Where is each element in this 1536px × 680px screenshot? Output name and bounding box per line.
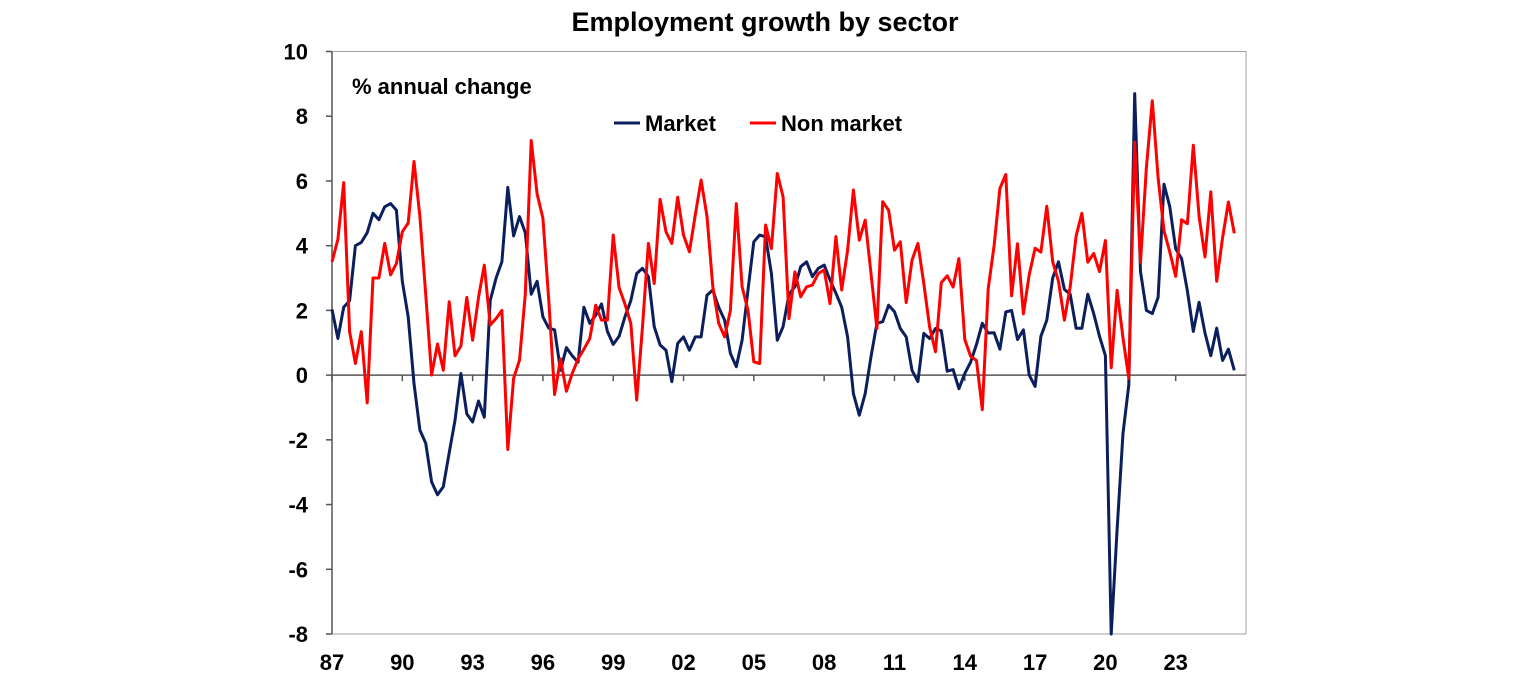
x-tick-label: 90 — [390, 650, 414, 675]
legend: Market Non market — [614, 111, 903, 136]
x-tick-label: 96 — [531, 650, 555, 675]
x-tick-label: 02 — [671, 650, 695, 675]
x-tick-label: 23 — [1163, 650, 1187, 675]
y-tick-label: 8 — [296, 104, 308, 129]
x-tick-label: 20 — [1093, 650, 1117, 675]
legend-label-market: Market — [645, 111, 717, 136]
y-tick-label: 10 — [284, 40, 308, 65]
x-axis: 87 90 93 96 99 02 05 08 11 14 17 20 23 — [320, 374, 1246, 675]
legend-label-non-market: Non market — [781, 111, 903, 136]
y-tick-label: 4 — [296, 234, 309, 259]
x-tick-label: 05 — [742, 650, 766, 675]
chart-title: Employment growth by sector — [571, 7, 959, 37]
y-tick-label: 2 — [296, 298, 308, 323]
series-line-non-market — [330, 99, 1236, 451]
y-tick-label: -6 — [288, 557, 308, 582]
series-line-market — [330, 92, 1236, 636]
y-tick-label: -2 — [288, 428, 308, 453]
y-axis: 10 8 6 4 2 0 -2 -4 -6 -8 — [284, 40, 333, 647]
y-axis-label: % annual change — [352, 74, 532, 99]
x-tick-label: 99 — [601, 650, 625, 675]
y-tick-label: 6 — [296, 169, 308, 194]
x-tick-label: 11 — [883, 650, 906, 675]
x-tick-label: 87 — [320, 650, 344, 675]
y-tick-label: -8 — [288, 622, 308, 647]
y-tick-label: -4 — [288, 493, 308, 518]
x-tick-label: 17 — [1023, 650, 1047, 675]
x-tick-label: 93 — [460, 650, 484, 675]
series-lines — [330, 92, 1236, 636]
y-tick-label: 0 — [296, 363, 308, 388]
x-tick-label: 14 — [953, 650, 978, 675]
x-tick-label: 08 — [812, 650, 836, 675]
